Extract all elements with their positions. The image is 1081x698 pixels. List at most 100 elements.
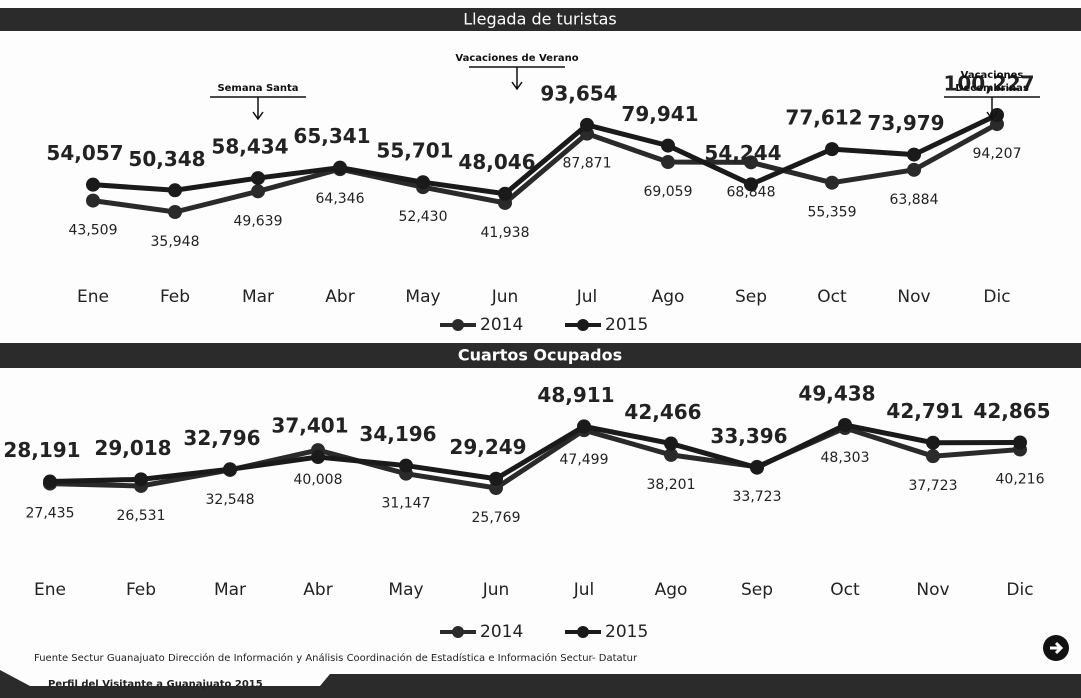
line <box>92 121 999 215</box>
line <box>92 112 999 197</box>
marker <box>251 184 265 199</box>
x-tick-label: Oct <box>830 580 860 600</box>
data-label: 64,346 <box>316 191 365 207</box>
x-tick-label: Dic <box>983 287 1010 307</box>
x-tick-label: Mar <box>214 580 246 600</box>
annotation-arrow <box>986 97 998 121</box>
data-label: 94,207 <box>973 146 1022 162</box>
data-label: 43,509 <box>69 223 118 239</box>
data-label: 58,434 <box>211 135 288 159</box>
marker <box>86 177 100 192</box>
data-label: 37,723 <box>909 478 958 494</box>
x-tick-label: Jul <box>573 580 595 600</box>
data-label: 40,216 <box>996 472 1045 488</box>
title-bar <box>0 8 1081 31</box>
marker <box>489 471 503 486</box>
legend-label: 2014 <box>480 622 523 642</box>
x-tick-label: Sep <box>735 287 767 307</box>
data-label: 69,059 <box>644 184 693 200</box>
legend-marker <box>452 319 464 331</box>
x-tick-label: May <box>388 580 423 600</box>
data-label: 55,359 <box>808 205 857 221</box>
data-label: 37,401 <box>271 414 348 438</box>
data-label: 54,057 <box>46 141 123 165</box>
marker <box>664 436 678 451</box>
data-label: 27,435 <box>26 506 75 522</box>
data-label: 32,548 <box>206 492 255 508</box>
marker <box>399 458 413 473</box>
data-label: 33,396 <box>710 424 787 448</box>
marker <box>907 162 921 177</box>
line <box>49 422 1021 485</box>
data-label: 28,191 <box>3 438 80 462</box>
marker <box>744 155 758 170</box>
x-tick-label: Nov <box>916 580 949 600</box>
marker <box>43 474 57 489</box>
marker <box>661 138 675 153</box>
data-label: 29,018 <box>94 436 171 460</box>
data-label: 35,948 <box>151 234 200 250</box>
data-label: 32,796 <box>183 426 260 450</box>
annotation-arrow <box>252 97 264 121</box>
marker <box>498 186 512 201</box>
marker <box>990 108 1004 122</box>
source-note: Fuente Sectur Guanajuato Dirección de In… <box>34 652 638 664</box>
data-label: 42,865 <box>973 399 1050 423</box>
marker <box>577 419 591 434</box>
marker <box>750 460 764 475</box>
annotation: Decembrinas <box>955 83 1029 94</box>
marker <box>416 175 430 190</box>
data-label: 49,639 <box>234 213 283 229</box>
marker <box>661 155 675 170</box>
title-bar <box>0 343 1081 368</box>
data-label: 34,196 <box>359 422 436 446</box>
marker <box>838 418 852 432</box>
x-tick-label: Ago <box>652 287 685 307</box>
marker <box>333 160 347 175</box>
marker <box>168 205 182 219</box>
next-arrow <box>1050 641 1064 655</box>
x-tick-label: Ene <box>34 580 66 600</box>
marker <box>1013 435 1027 450</box>
marker <box>251 171 265 186</box>
data-label: 48,046 <box>458 150 535 174</box>
footer-text: Perfil del Visitante a Guanajuato 2015 <box>48 679 263 690</box>
legend-label: 2015 <box>605 315 648 335</box>
marker <box>580 117 594 132</box>
data-label: 42,791 <box>886 399 963 423</box>
legend-marker <box>577 626 589 638</box>
marker <box>825 142 839 157</box>
data-label: 63,884 <box>890 192 939 208</box>
data-label: 42,466 <box>624 400 701 424</box>
x-tick-label: Feb <box>126 580 156 600</box>
data-label: 65,341 <box>293 124 370 148</box>
annotation: Semana Santa <box>217 83 298 94</box>
marker <box>664 447 678 462</box>
data-label: 33,723 <box>733 489 782 505</box>
x-tick-label: Jun <box>491 287 519 307</box>
footer-bar <box>0 670 1081 698</box>
data-label: 52,430 <box>399 209 448 225</box>
marker <box>926 449 940 464</box>
annotation-arrow <box>511 67 523 91</box>
annotation: Vacaciones <box>961 70 1024 81</box>
data-label: 49,438 <box>798 382 875 406</box>
marker <box>168 183 182 198</box>
x-tick-label: Oct <box>817 287 847 307</box>
x-tick-label: Abr <box>303 580 332 600</box>
marker <box>86 193 100 208</box>
marker <box>744 177 758 192</box>
legend-marker <box>577 319 589 331</box>
data-label: 40,008 <box>294 472 343 488</box>
x-tick-label: Mar <box>242 287 274 307</box>
marker <box>825 175 839 190</box>
data-label: 50,348 <box>128 147 205 171</box>
data-label: 87,871 <box>563 156 612 172</box>
marker <box>223 462 237 477</box>
x-tick-label: Sep <box>741 580 773 600</box>
data-label: 26,531 <box>117 508 166 524</box>
x-tick-label: Nov <box>897 287 930 307</box>
x-tick-label: Ago <box>655 580 688 600</box>
